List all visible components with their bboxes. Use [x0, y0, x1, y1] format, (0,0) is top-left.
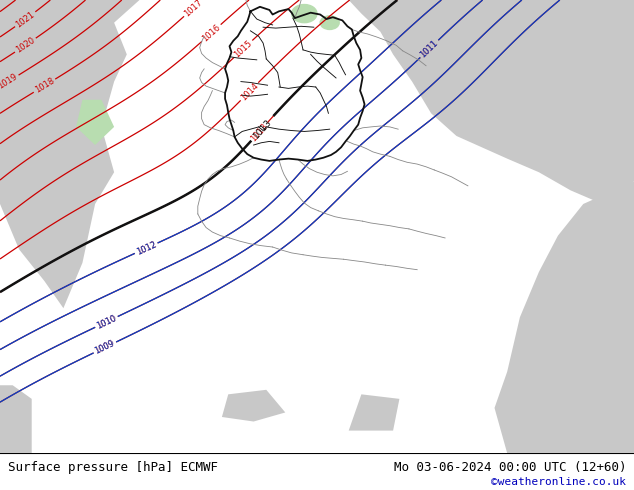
Circle shape — [292, 4, 317, 23]
Polygon shape — [222, 390, 285, 421]
Text: 1009: 1009 — [93, 339, 116, 356]
Text: 1016: 1016 — [200, 23, 222, 44]
Text: 1010: 1010 — [95, 313, 118, 330]
Text: ©weatheronline.co.uk: ©weatheronline.co.uk — [491, 477, 626, 487]
Polygon shape — [349, 394, 399, 431]
Polygon shape — [495, 181, 634, 453]
Polygon shape — [0, 385, 32, 453]
Text: 1011: 1011 — [418, 38, 440, 59]
Text: 1009: 1009 — [93, 339, 116, 356]
Text: 1010: 1010 — [95, 313, 118, 330]
Text: 1012: 1012 — [135, 240, 158, 257]
Text: 1013: 1013 — [249, 121, 269, 143]
Text: Mo 03-06-2024 00:00 UTC (12+60): Mo 03-06-2024 00:00 UTC (12+60) — [394, 462, 626, 474]
Polygon shape — [0, 0, 139, 308]
Polygon shape — [76, 99, 114, 145]
Text: 1014: 1014 — [239, 81, 260, 102]
Text: 1011: 1011 — [418, 38, 440, 59]
Text: 1019: 1019 — [0, 73, 19, 91]
Text: 1012: 1012 — [135, 240, 158, 257]
Text: 1018: 1018 — [33, 76, 56, 95]
Circle shape — [320, 16, 339, 29]
Text: 1015: 1015 — [232, 39, 254, 59]
Text: 1021: 1021 — [14, 9, 36, 29]
Text: 1013: 1013 — [251, 117, 273, 140]
Text: 1017: 1017 — [183, 0, 204, 18]
Polygon shape — [349, 0, 634, 204]
Text: 1020: 1020 — [14, 36, 37, 55]
Text: Surface pressure [hPa] ECMWF: Surface pressure [hPa] ECMWF — [8, 462, 217, 474]
